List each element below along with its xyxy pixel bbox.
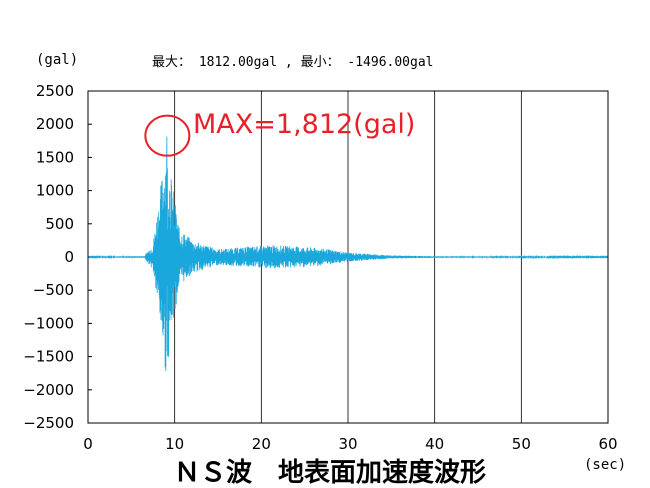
peak-circle-marker — [144, 114, 191, 157]
series-line-ns-wave — [87, 136, 609, 372]
y-tick-label: 1500 — [36, 148, 74, 166]
x-tick-labels: 0 10 20 30 40 50 60 — [83, 435, 617, 453]
x-tick-label: 50 — [512, 435, 531, 453]
y-axis-label: (gal) — [36, 52, 78, 68]
y-tick-labels: 2500 2000 1500 1000 500 0 −500 −1000 −1500 −2000 −… — [23, 82, 92, 432]
y-tick-label: −2000 — [23, 381, 74, 399]
max-annotation: MAX=1,812(gal) — [193, 109, 415, 140]
y-tick-label: 2500 — [36, 82, 74, 100]
y-tick-label: −500 — [33, 281, 74, 299]
x-tick-label: 0 — [83, 435, 93, 453]
x-tick-label: 60 — [598, 435, 617, 453]
plot-frame — [87, 90, 609, 424]
y-tick-label: 500 — [45, 215, 74, 233]
stats-text: 最大： 1812.00gal , 最小： -1496.00gal — [152, 55, 434, 70]
x-tick-label: 30 — [338, 435, 357, 453]
y-tick-label: −2500 — [23, 414, 74, 432]
x-axis-label: (sec) — [584, 457, 626, 473]
y-tick-label: 0 — [64, 248, 74, 266]
x-tick-label: 40 — [425, 435, 444, 453]
y-tick-label: −1500 — [23, 348, 74, 366]
y-tick-label: 1000 — [36, 182, 74, 200]
y-tick-label: −1000 — [23, 314, 74, 332]
x-tick-label: 10 — [165, 435, 184, 453]
chart-title: ＮＳ波 地表面加速度波形 — [174, 457, 486, 488]
x-tick-label: 20 — [252, 435, 271, 453]
y-tick-label: 2000 — [36, 115, 74, 133]
